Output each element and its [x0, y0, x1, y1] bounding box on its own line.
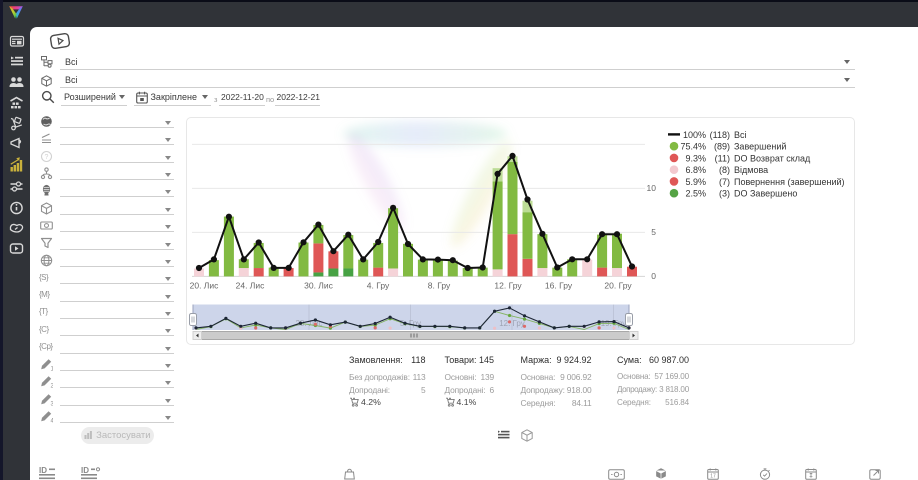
svg-text:5: 5	[651, 227, 656, 237]
svg-text:12. Гру: 12. Гру	[494, 281, 522, 291]
svg-text:3: 3	[51, 401, 54, 406]
svg-text:(8): (8)	[719, 165, 730, 175]
svg-text:(3): (3)	[719, 189, 730, 199]
svg-text:Завершений: Завершений	[734, 142, 786, 152]
svg-text:20. Гру: 20. Гру	[604, 281, 632, 291]
svg-text:2.5%: 2.5%	[685, 189, 706, 199]
svg-text:(89): (89)	[714, 142, 730, 152]
svg-text:ID: ID	[81, 466, 89, 475]
svg-text:24. Лис: 24. Лис	[236, 281, 266, 291]
svg-text:30. Лис: 30. Лис	[304, 281, 334, 291]
svg-text:ID: ID	[39, 466, 47, 475]
svg-text:12. Гру: 12. Гру	[499, 319, 525, 328]
svg-text:17: 17	[710, 474, 716, 480]
svg-text:5. Гру: 5. Гру	[400, 319, 421, 328]
svg-text:DO Возврат склад: DO Возврат склад	[734, 153, 811, 163]
svg-text:(7): (7)	[719, 177, 730, 187]
svg-text:10: 10	[647, 183, 657, 193]
svg-text:8. Гру: 8. Гру	[428, 281, 451, 291]
svg-text:75.4%: 75.4%	[680, 142, 706, 152]
svg-text:28. Лис: 28. Лис	[295, 319, 322, 328]
svg-text:0: 0	[651, 271, 656, 281]
svg-text:?: ?	[45, 154, 49, 161]
svg-text:20. Лис: 20. Лис	[190, 281, 220, 291]
svg-text:Всі: Всі	[734, 130, 747, 140]
svg-text:Відмова: Відмова	[734, 165, 768, 175]
svg-text:100%: 100%	[683, 130, 706, 140]
svg-text:6.8%: 6.8%	[685, 165, 706, 175]
svg-text:16. Гру: 16. Гру	[545, 281, 573, 291]
svg-text:4: 4	[51, 419, 54, 424]
svg-text:2: 2	[51, 384, 54, 389]
svg-text:(11): (11)	[715, 153, 730, 163]
svg-text:5.9%: 5.9%	[685, 177, 706, 187]
svg-text:Повернення (завершений): Повернення (завершений)	[734, 177, 845, 187]
svg-text:4. Гру: 4. Гру	[367, 281, 390, 291]
svg-text:1: 1	[51, 366, 54, 371]
svg-text:9.3%: 9.3%	[685, 153, 706, 163]
svg-text:(118): (118)	[710, 130, 730, 140]
svg-text:DO Завершено: DO Завершено	[734, 189, 797, 199]
